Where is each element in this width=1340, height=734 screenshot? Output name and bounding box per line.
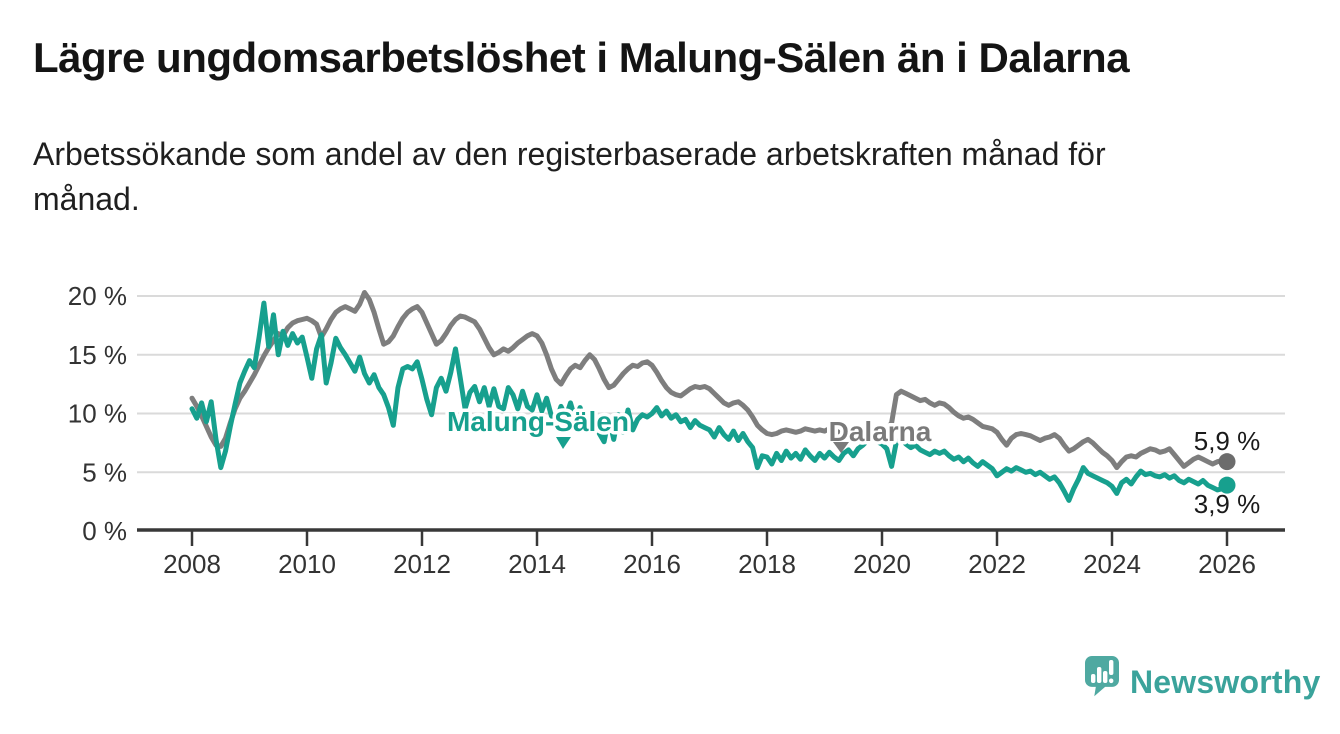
bar-chart-glyph xyxy=(1091,660,1114,684)
end-dot-Dalarna xyxy=(1218,453,1236,471)
series-label-Malung-Sälen: Malung-Sälen xyxy=(447,406,629,437)
series-line-Dalarna xyxy=(189,290,1230,471)
x-tick-label-2020: 2020 xyxy=(853,549,911,579)
newsworthy-logo: Newsworthy xyxy=(1085,656,1320,708)
end-dot-Malung-Sälen xyxy=(1218,476,1236,494)
y-tick-label-10: 10 % xyxy=(68,399,127,429)
x-tick-label-2024: 2024 xyxy=(1083,549,1141,579)
y-tick-label-15: 15 % xyxy=(68,340,127,370)
newsworthy-logo-text: Newsworthy xyxy=(1130,663,1321,700)
x-tick-label-2010: 2010 xyxy=(278,549,336,579)
x-tick-label-2016: 2016 xyxy=(623,549,681,579)
newsworthy-logo-icon xyxy=(1085,656,1119,697)
x-tick-label-2012: 2012 xyxy=(393,549,451,579)
x-tick-label-2018: 2018 xyxy=(738,549,796,579)
series-label-pointer-Dalarna xyxy=(833,442,849,453)
subtitle-line-2: månad. xyxy=(33,181,140,217)
x-tick-label-2014: 2014 xyxy=(508,549,566,579)
page-title: Lägre ungdomsarbetslöshet i Malung-Sälen… xyxy=(33,34,1130,81)
subtitle-line-1: Arbetssökande som andel av den registerb… xyxy=(33,136,1106,172)
exclamation-dot xyxy=(1109,678,1114,684)
x-tick-label-2008: 2008 xyxy=(163,549,221,579)
series-line-Malung-Sälen xyxy=(189,300,1230,503)
end-value-label-Malung-Sälen: 3,9 % xyxy=(1194,489,1261,519)
exclamation-bar xyxy=(1109,660,1114,675)
y-tick-label-20: 20 % xyxy=(68,281,127,311)
series-label-pointer-Malung-Sälen xyxy=(556,437,571,449)
speech-bubble-shape xyxy=(1085,656,1119,697)
x-tick-label-2022: 2022 xyxy=(968,549,1026,579)
y-tick-label-0: 0 % xyxy=(82,516,127,546)
y-tick-label-5: 5 % xyxy=(82,457,127,487)
chart-subtitle: Arbetssökande som andel av den registerb… xyxy=(33,132,1106,222)
end-value-label-Dalarna: 5,9 % xyxy=(1194,426,1261,456)
x-tick-label-2026: 2026 xyxy=(1198,549,1256,579)
